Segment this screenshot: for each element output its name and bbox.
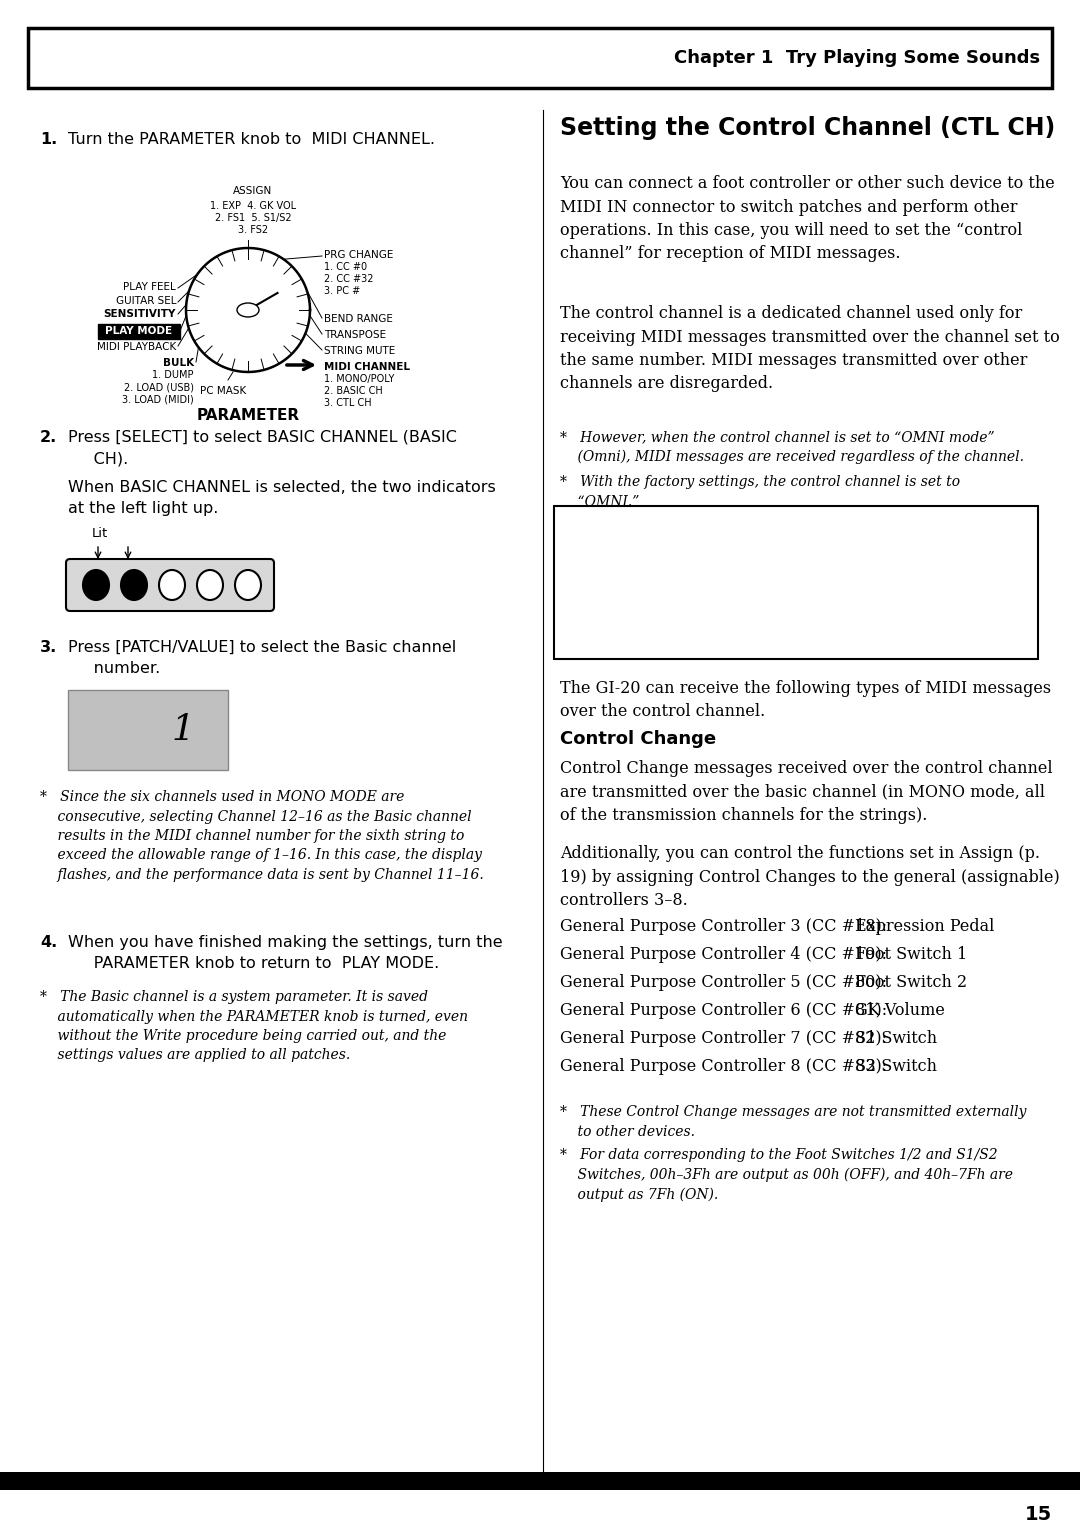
Text: Setting the Control Channel (CTL CH): Setting the Control Channel (CTL CH) — [561, 116, 1055, 141]
Text: 2.: 2. — [40, 429, 57, 445]
Text: General Purpose Controller 7 (CC #82):: General Purpose Controller 7 (CC #82): — [561, 1030, 887, 1047]
Text: Press [PATCH/VALUE] to select the Basic channel
     number.: Press [PATCH/VALUE] to select the Basic … — [68, 640, 456, 675]
Text: Press [SELECT] to select BASIC CHANNEL (BASIC
     CH).: Press [SELECT] to select BASIC CHANNEL (… — [68, 429, 457, 466]
Text: •  When the Soft Thru for the sequencer connected to: • When the Soft Thru for the sequencer c… — [576, 576, 957, 590]
Text: *   For data corresponding to the Foot Switches 1/2 and S1/S2
    Switches, 00h–: * For data corresponding to the Foot Swi… — [561, 1148, 1013, 1203]
Text: When you have finished making the settings, turn the
     PARAMETER knob to retu: When you have finished making the settin… — [68, 935, 502, 970]
Ellipse shape — [237, 303, 259, 316]
Text: 1. EXP  4. GK VOL: 1. EXP 4. GK VOL — [210, 202, 296, 211]
Text: Foot Switch 1: Foot Switch 1 — [855, 946, 968, 963]
Text: 15: 15 — [1025, 1505, 1052, 1525]
Text: *   Since the six channels used in MONO MODE are
    consecutive, selecting Chan: * Since the six channels used in MONO MO… — [40, 790, 484, 882]
Text: BULK: BULK — [163, 358, 194, 368]
Text: PARAMETER: PARAMETER — [197, 408, 299, 423]
Text: SENSITIVITY: SENSITIVITY — [104, 309, 176, 319]
Text: *   These Control Change messages are not transmitted externally
    to other de: * These Control Change messages are not … — [561, 1105, 1026, 1138]
Text: PC MASK: PC MASK — [200, 387, 246, 396]
Text: MIDI PLAYBACK: MIDI PLAYBACK — [97, 342, 176, 351]
Text: GUITAR SEL: GUITAR SEL — [116, 296, 176, 306]
Text: 2. BASIC CH: 2. BASIC CH — [324, 387, 382, 396]
Text: S2 Switch: S2 Switch — [855, 1057, 937, 1076]
Ellipse shape — [235, 570, 261, 601]
Text: 2. FS1  5. S1/S2: 2. FS1 5. S1/S2 — [215, 212, 292, 223]
Text: Foot Switch 2: Foot Switch 2 — [855, 973, 967, 992]
Text: In either case, the error message “E3” (p. 37) appears,
and the GI-20 stops func: In either case, the error message “E3” (… — [568, 610, 957, 643]
Text: TRANSPOSE: TRANSPOSE — [324, 330, 387, 341]
Text: 3. FS2: 3. FS2 — [238, 225, 268, 235]
Text: 1. MONO/POLY: 1. MONO/POLY — [324, 374, 394, 384]
Ellipse shape — [121, 570, 147, 601]
Text: 2. CC #32: 2. CC #32 — [324, 274, 374, 284]
Text: STRING MUTE: STRING MUTE — [324, 345, 395, 356]
FancyBboxPatch shape — [28, 28, 1052, 89]
Text: When BASIC CHANNEL is selected, the two indicators
at the left light up.: When BASIC CHANNEL is selected, the two … — [68, 480, 496, 516]
Bar — [98, 324, 180, 339]
Text: GK Volume: GK Volume — [855, 1002, 945, 1019]
Text: Expression Pedal: Expression Pedal — [855, 918, 995, 935]
Text: General Purpose Controller 6 (CC #81):: General Purpose Controller 6 (CC #81): — [561, 1002, 887, 1019]
Text: 2. LOAD (USB): 2. LOAD (USB) — [124, 382, 194, 393]
Ellipse shape — [197, 570, 222, 601]
Text: 3. CTL CH: 3. CTL CH — [324, 397, 372, 408]
Text: The control channel is a dedicated channel used only for
receiving MIDI messages: The control channel is a dedicated chann… — [561, 306, 1059, 393]
Text: following conditions.: following conditions. — [568, 538, 715, 552]
Text: *   With the factory settings, the control channel is set to
    “OMNI.”: * With the factory settings, the control… — [561, 475, 960, 509]
Text: Chapter 1  Try Playing Some Sounds: Chapter 1 Try Playing Some Sounds — [674, 49, 1040, 67]
FancyBboxPatch shape — [66, 559, 274, 611]
Text: PLAY FEEL: PLAY FEEL — [123, 283, 176, 292]
Text: ASSIGN: ASSIGN — [233, 186, 272, 196]
Text: BEND RANGE: BEND RANGE — [324, 313, 393, 324]
Text: Additionally, you can control the functions set in Assign (p.
19) by assigning C: Additionally, you can control the functi… — [561, 845, 1059, 909]
Text: Turn the PARAMETER knob to  MIDI CHANNEL.: Turn the PARAMETER knob to MIDI CHANNEL. — [68, 131, 435, 147]
Text: Lit: Lit — [92, 527, 108, 539]
Text: General Purpose Controller 5 (CC #80):: General Purpose Controller 5 (CC #80): — [561, 973, 887, 992]
Text: 3. LOAD (MIDI): 3. LOAD (MIDI) — [122, 394, 194, 403]
Text: Control Change messages received over the control channel
are transmitted over t: Control Change messages received over th… — [561, 759, 1053, 824]
Ellipse shape — [159, 570, 185, 601]
Text: S1 Switch: S1 Switch — [855, 1030, 937, 1047]
Text: General Purpose Controller 8 (CC #83):: General Purpose Controller 8 (CC #83): — [561, 1057, 887, 1076]
FancyBboxPatch shape — [68, 691, 228, 770]
Text: The GI-20 can receive the following types of MIDI messages
over the control chan: The GI-20 can receive the following type… — [561, 680, 1051, 721]
Ellipse shape — [83, 570, 109, 601]
Text: *   The Basic channel is a system parameter. It is saved
    automatically when : * The Basic channel is a system paramete… — [40, 990, 468, 1062]
Text: The GI-20 s MIDI IN/OUT cannot be used under the: The GI-20 s MIDI IN/OUT cannot be used u… — [568, 523, 933, 536]
FancyBboxPatch shape — [554, 506, 1038, 659]
Text: 4.: 4. — [40, 935, 57, 950]
Text: MIDI IN/OUT is set to ON: MIDI IN/OUT is set to ON — [576, 591, 775, 607]
Text: PRG CHANGE: PRG CHANGE — [324, 251, 393, 260]
Text: *   However, when the control channel is set to “OMNI mode”
    (Omni), MIDI mes: * However, when the control channel is s… — [561, 429, 1024, 465]
Text: MIDI CHANNEL: MIDI CHANNEL — [324, 362, 410, 371]
Text: 1. DUMP: 1. DUMP — [152, 370, 194, 380]
Text: 1. CC #0: 1. CC #0 — [324, 261, 367, 272]
Text: 3. PC #: 3. PC # — [324, 286, 361, 296]
Text: PLAY MODE: PLAY MODE — [106, 327, 173, 336]
Text: 3.: 3. — [40, 640, 57, 656]
Text: General Purpose Controller 4 (CC #19):: General Purpose Controller 4 (CC #19): — [561, 946, 887, 963]
Text: 1: 1 — [172, 714, 194, 747]
Bar — [0, 1471, 1080, 1490]
Text: You can connect a foot controller or other such device to the
MIDI IN connector : You can connect a foot controller or oth… — [561, 176, 1055, 263]
Text: 1.: 1. — [40, 131, 57, 147]
Text: General Purpose Controller 3 (CC #18):: General Purpose Controller 3 (CC #18): — [561, 918, 887, 935]
Text: •  When MIDI IN and OUT are connected directly: • When MIDI IN and OUT are connected dir… — [576, 558, 927, 571]
Text: Control Change: Control Change — [561, 730, 716, 749]
